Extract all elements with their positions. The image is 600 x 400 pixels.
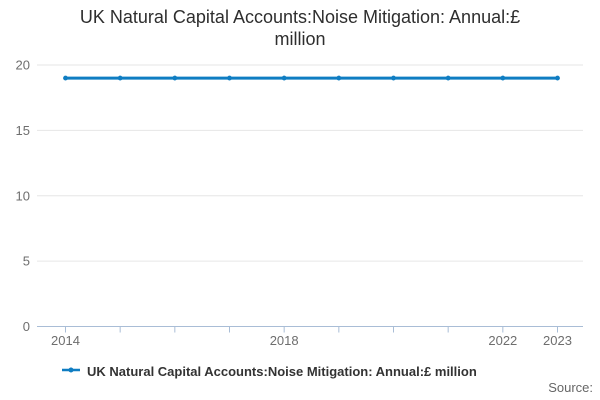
data-point-marker	[117, 75, 123, 81]
x-tick-label: 2023	[543, 333, 572, 348]
data-point-marker	[391, 75, 396, 81]
x-tick-label: 2022	[488, 333, 517, 348]
legend-line-icon	[62, 362, 80, 380]
line-chart-plot: 0 5 10 15 20 2014 2018 2022 2023	[16, 58, 583, 348]
y-tick-label: 15	[16, 123, 30, 138]
y-tick-label: 0	[23, 319, 30, 334]
data-point-marker	[172, 75, 178, 81]
data-point-marker	[63, 75, 68, 81]
chart-title: UK Natural Capital Accounts:Noise Mitiga…	[79, 7, 521, 49]
x-tick-label: 2018	[270, 333, 299, 348]
data-point-marker	[227, 75, 232, 81]
y-tick-label: 20	[16, 58, 30, 73]
x-tick-label: 2014	[51, 333, 80, 348]
legend-item[interactable]: UK Natural Capital Accounts:Noise Mitiga…	[62, 362, 477, 380]
data-point-marker	[445, 75, 451, 81]
data-point-marker	[555, 75, 560, 81]
legend-label: UK Natural Capital Accounts:Noise Mitiga…	[87, 363, 477, 379]
y-tick-label: 10	[16, 188, 30, 203]
data-point-marker	[281, 75, 287, 81]
data-point-marker	[336, 75, 342, 81]
y-tick-label: 5	[23, 254, 30, 269]
data-point-marker	[500, 75, 506, 81]
source-label: Source:	[548, 380, 593, 395]
